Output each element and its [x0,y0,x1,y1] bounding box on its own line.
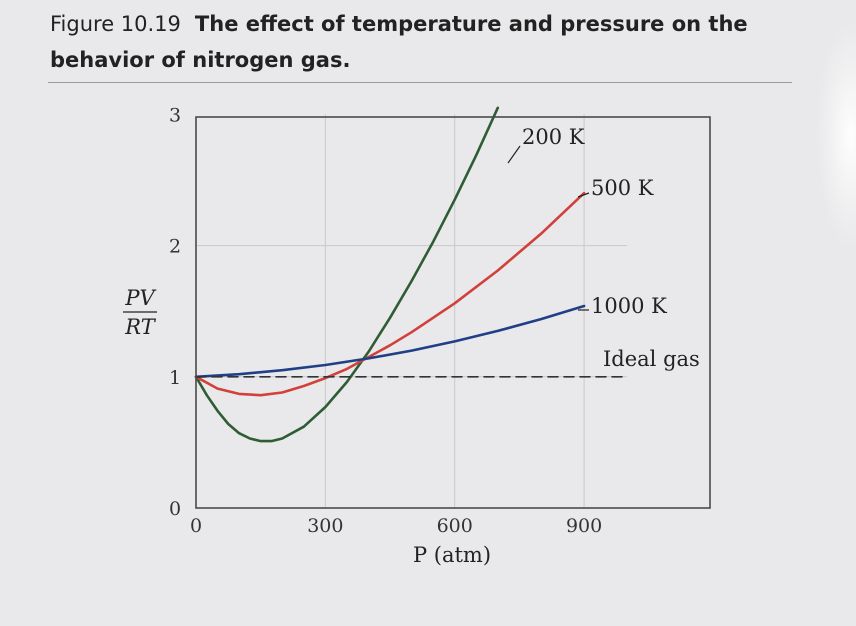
series-labels: 200 K 500 K 1000 K Ideal gas [507,125,700,371]
series-label: 1000 K [591,294,667,318]
y-tick-label: 2 [169,236,181,258]
figure-number: Figure 10.19 [50,12,181,36]
x-tick-label: 600 [437,515,473,537]
series-label: Ideal gas [603,347,700,371]
series-line [194,304,586,379]
series-line [194,191,586,397]
plot-frame [195,116,711,509]
series-lines [194,106,629,443]
series-label-leader [577,192,590,198]
y-tick-labels: 0 1 2 3 [169,104,181,520]
series-label-leader [507,145,521,164]
x-axis-label: P (atm) [413,543,491,567]
series-label: 200 K [522,125,585,149]
plot-area [196,117,710,508]
x-tick-label: 900 [566,515,602,537]
series-label: 500 K [591,176,654,200]
y-axis-label-numerator: PV [124,286,156,310]
y-axis-label-denominator: RT [124,315,156,339]
figure-title: The effect of temperature and pressure o… [50,12,748,72]
x-tick-label: 0 [190,515,202,537]
y-tick-label: 3 [169,104,181,126]
figure-caption: Figure 10.19 The effect of temperature an… [50,6,810,78]
caption-divider [48,82,792,83]
y-tick-label: 1 [169,367,181,389]
x-tick-label: 300 [307,515,343,537]
x-tick-labels: 0 300 600 900 [190,515,602,537]
series-line [194,106,500,443]
y-tick-label: 0 [169,498,181,520]
y-axis-label: PV RT [123,286,157,339]
